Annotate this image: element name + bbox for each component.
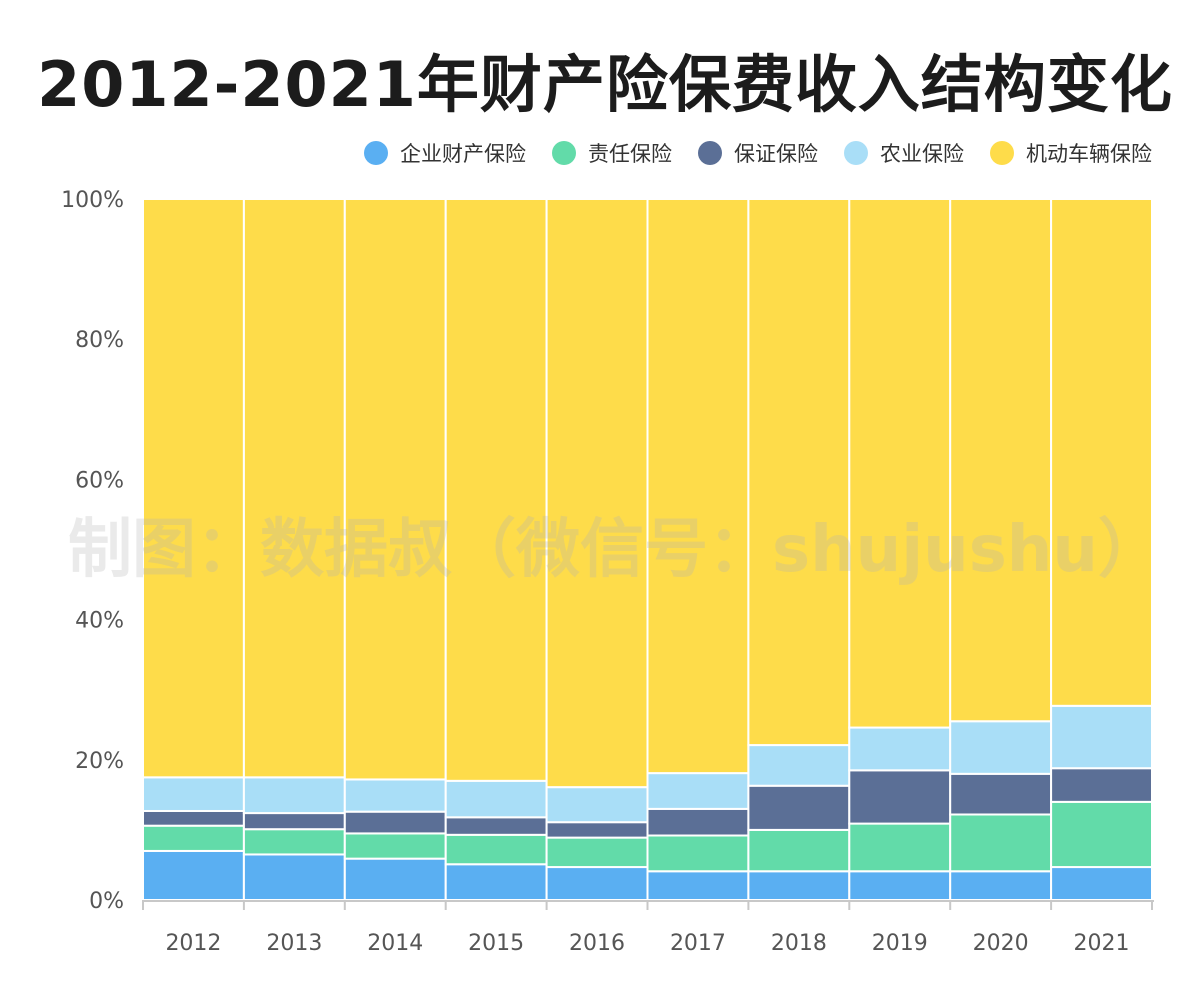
chart-title: 2012-2021年财产险保费收入结构变化 — [37, 48, 1173, 121]
bar-segment-2019-s1 — [848, 822, 952, 873]
bar-segment-2019-s0 — [848, 870, 952, 901]
y-axis: 0% 20% 40% 60% 80% 100% — [61, 188, 124, 914]
x-axis: 2012 2013 2014 2015 2016 2017 2018 2019 2020 2021 — [142, 900, 1154, 956]
legend-swatch-motor-vehicle — [990, 141, 1014, 165]
legend-label-agriculture: 农业保险 — [880, 142, 964, 166]
bar-segment-2018-s3 — [747, 744, 851, 787]
bar-segment-2014-s1 — [343, 832, 447, 860]
bar-segment-2019-s3 — [848, 726, 952, 772]
bar-segment-2021-s4 — [1050, 198, 1153, 707]
legend-item-agriculture[interactable]: 农业保险 — [844, 138, 964, 168]
y-tick-label-80: 80% — [75, 328, 124, 353]
bar-segment-2018-s4 — [747, 198, 851, 747]
bar-segment-2021-s2 — [1050, 767, 1153, 803]
legend-item-liability[interactable]: 责任保险 — [552, 138, 672, 168]
bar-segment-2014-s0 — [343, 857, 447, 901]
legend-swatch-guarantee — [698, 141, 722, 165]
x-tick-label-2014: 2014 — [367, 931, 423, 956]
legend-swatch-agriculture — [844, 141, 868, 165]
bar-segment-2016-s1 — [545, 836, 649, 869]
legend-item-motor-vehicle[interactable]: 机动车辆保险 — [990, 138, 1152, 168]
bar-segment-2020-s3 — [949, 720, 1053, 775]
legend-label-motor-vehicle: 机动车辆保险 — [1026, 142, 1152, 166]
bar-segment-2012-s4 — [142, 198, 245, 779]
bar-segment-2016-s2 — [545, 821, 649, 839]
bar-segment-2012-s3 — [142, 776, 245, 812]
bar-segment-2013-s0 — [242, 853, 346, 901]
x-tick-label-2020: 2020 — [973, 931, 1029, 956]
bar-segment-2014-s3 — [343, 778, 447, 813]
y-tick-label-100: 100% — [61, 188, 124, 213]
bar-segment-2012-s1 — [142, 824, 245, 852]
bar-segment-2013-s1 — [242, 828, 346, 856]
y-tick-label-40: 40% — [75, 609, 124, 634]
bar-segments — [142, 198, 1153, 902]
bar-segment-2015-s3 — [444, 779, 548, 819]
bar-segment-2015-s1 — [444, 833, 548, 866]
bar-segment-2015-s0 — [444, 863, 548, 902]
bar-segment-2019-s2 — [848, 769, 952, 825]
bar-segment-2016-s4 — [545, 198, 649, 789]
legend-label-liability: 责任保险 — [588, 142, 672, 166]
bar-segment-2013-s3 — [242, 776, 346, 815]
bar-segment-2015-s4 — [444, 198, 548, 782]
bar-segment-2014-s4 — [343, 198, 447, 781]
x-tick-label-2015: 2015 — [468, 931, 524, 956]
x-tick-label-2013: 2013 — [266, 931, 322, 956]
bar-segment-2015-s2 — [444, 816, 548, 836]
bar-segment-2020-s1 — [949, 813, 1053, 873]
bar-segment-2018-s0 — [747, 870, 851, 901]
bar-segment-2012-s0 — [142, 849, 245, 901]
bar-segment-2021-s3 — [1050, 704, 1153, 770]
bar-segment-2021-s1 — [1050, 800, 1153, 869]
x-tick-label-2016: 2016 — [569, 931, 625, 956]
legend-label-enterprise-property: 企业财产保险 — [400, 142, 526, 166]
legend-item-enterprise-property[interactable]: 企业财产保险 — [364, 138, 526, 168]
x-tick-label-2019: 2019 — [872, 931, 928, 956]
legend-item-guarantee[interactable]: 保证保险 — [698, 138, 818, 168]
x-tick-label-2021: 2021 — [1074, 931, 1130, 956]
bar-segment-2021-s0 — [1050, 866, 1153, 901]
x-tick-label-2018: 2018 — [771, 931, 827, 956]
bar-segment-2020-s2 — [949, 772, 1053, 816]
bar-segment-2020-s0 — [949, 870, 1053, 901]
bar-segment-2013-s4 — [242, 198, 346, 779]
bar-segment-2017-s1 — [646, 834, 750, 873]
bar-segment-2017-s2 — [646, 807, 750, 837]
y-tick-label-20: 20% — [75, 749, 124, 774]
bar-segment-2012-s2 — [142, 809, 245, 827]
bar-segment-2017-s4 — [646, 198, 750, 775]
bar-segment-2017-s0 — [646, 870, 750, 901]
bar-segment-2020-s4 — [949, 198, 1053, 723]
chart-legend: 企业财产保险 责任保险 保证保险 农业保险 机动车辆保险 — [364, 138, 1152, 168]
bar-segment-2018-s1 — [747, 828, 851, 873]
bar-segment-2013-s2 — [242, 812, 346, 831]
bar-segment-2016-s0 — [545, 866, 649, 901]
x-tick-label-2012: 2012 — [165, 931, 221, 956]
bar-segment-2014-s2 — [343, 810, 447, 835]
bar-segment-2017-s3 — [646, 772, 750, 810]
legend-label-guarantee: 保证保险 — [734, 142, 818, 166]
bar-segment-2016-s3 — [545, 786, 649, 824]
y-tick-label-0: 0% — [89, 889, 124, 914]
y-tick-label-60: 60% — [75, 468, 124, 493]
legend-swatch-enterprise-property — [364, 141, 388, 165]
bar-segment-2018-s2 — [747, 784, 851, 831]
x-tick-label-2017: 2017 — [670, 931, 726, 956]
bar-segment-2019-s4 — [848, 198, 952, 729]
legend-swatch-liability — [552, 141, 576, 165]
